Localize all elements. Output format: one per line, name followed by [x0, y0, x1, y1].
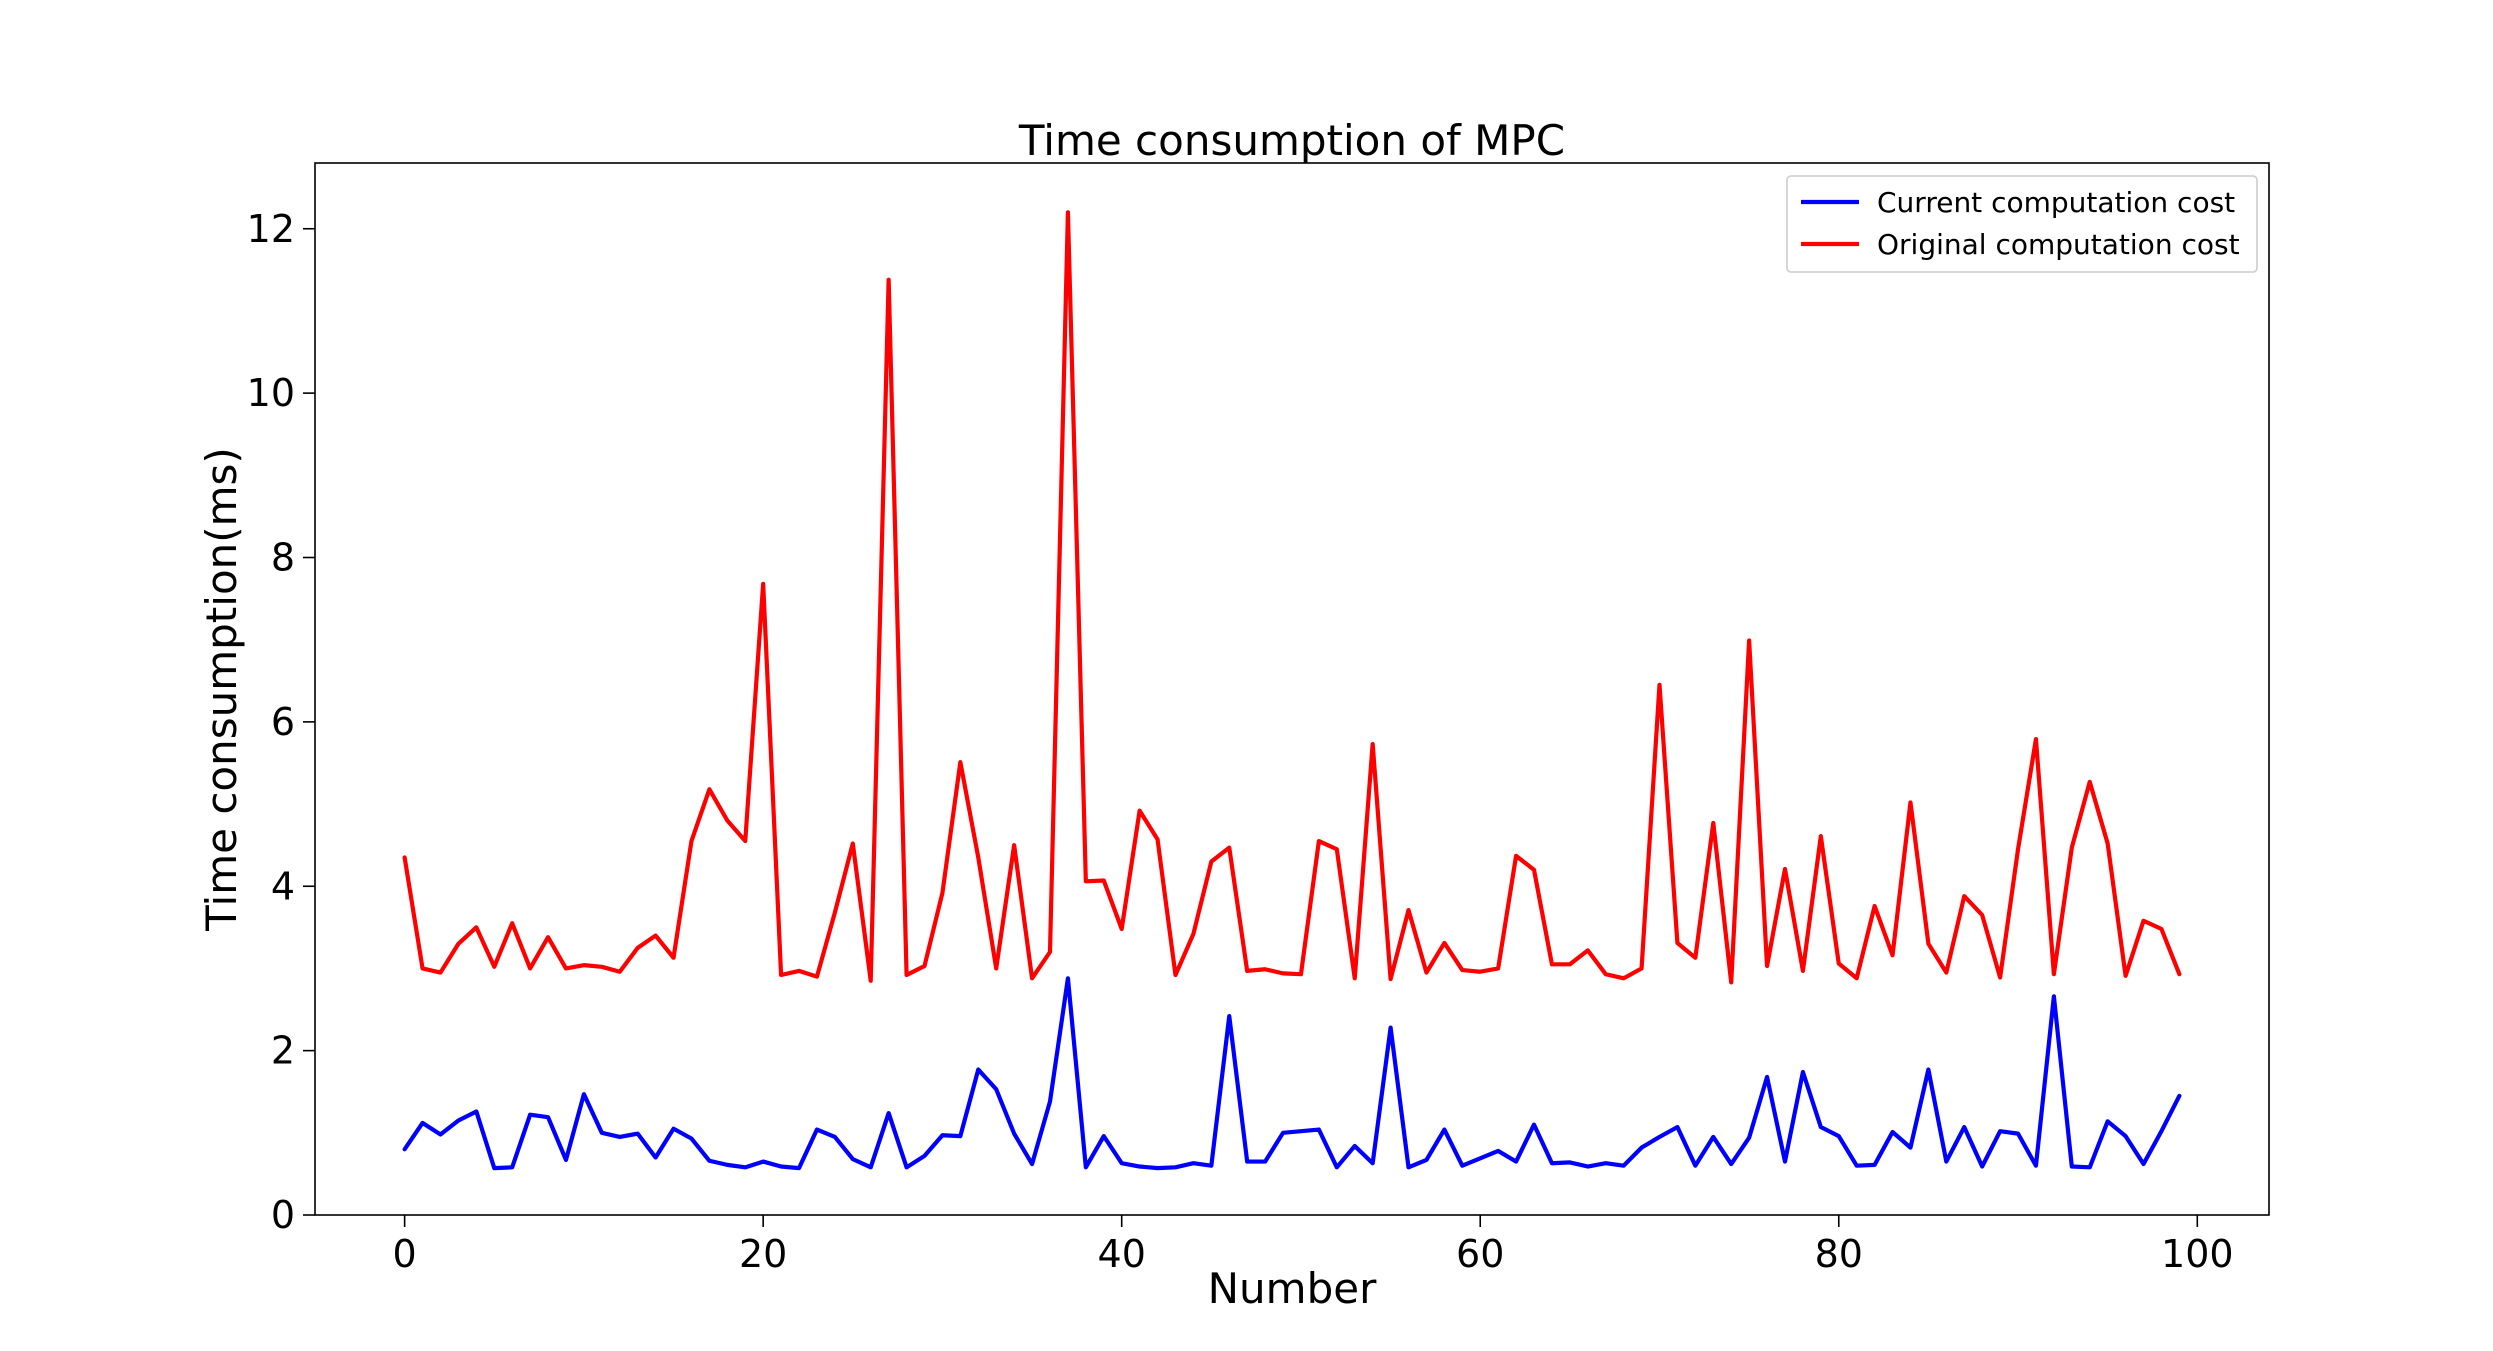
legend-label: Original computation cost [1877, 228, 2240, 261]
legend-label: Current computation cost [1877, 186, 2235, 219]
y-tick-label: 12 [247, 207, 295, 251]
y-tick-label: 0 [271, 1193, 295, 1237]
x-tick-label: 20 [739, 1232, 787, 1276]
y-axis-label: Time consumption(ms) [197, 447, 246, 932]
y-tick-label: 2 [271, 1029, 295, 1073]
y-axis: 0 2 4 6 8 10 12 [247, 207, 315, 1237]
legend-box [1786, 175, 2258, 273]
legend: Current computation cost Original computa… [1786, 175, 2258, 273]
x-tick-label: 100 [2161, 1232, 2234, 1276]
y-tick-label: 10 [247, 371, 295, 415]
plot-frame [314, 162, 2270, 1216]
x-tick-label: 0 [393, 1232, 417, 1276]
y-tick-label: 4 [271, 864, 295, 908]
x-tick-label: 80 [1815, 1232, 1863, 1276]
x-axis: 0 20 40 60 80 100 [393, 1215, 2234, 1276]
y-tick-label: 6 [271, 700, 295, 744]
series-line-original [402, 210, 2182, 985]
series-line-current [402, 976, 2182, 1171]
plot-content [402, 210, 2182, 1171]
y-tick-label: 8 [271, 536, 295, 580]
chart-title: Time consumption of MPC [1018, 116, 1565, 165]
x-tick-label: 40 [1098, 1232, 1146, 1276]
series-current [402, 976, 2182, 1171]
x-axis-label: Number [1208, 1264, 1377, 1313]
series-original [402, 210, 2182, 985]
x-tick-label: 60 [1456, 1232, 1504, 1276]
